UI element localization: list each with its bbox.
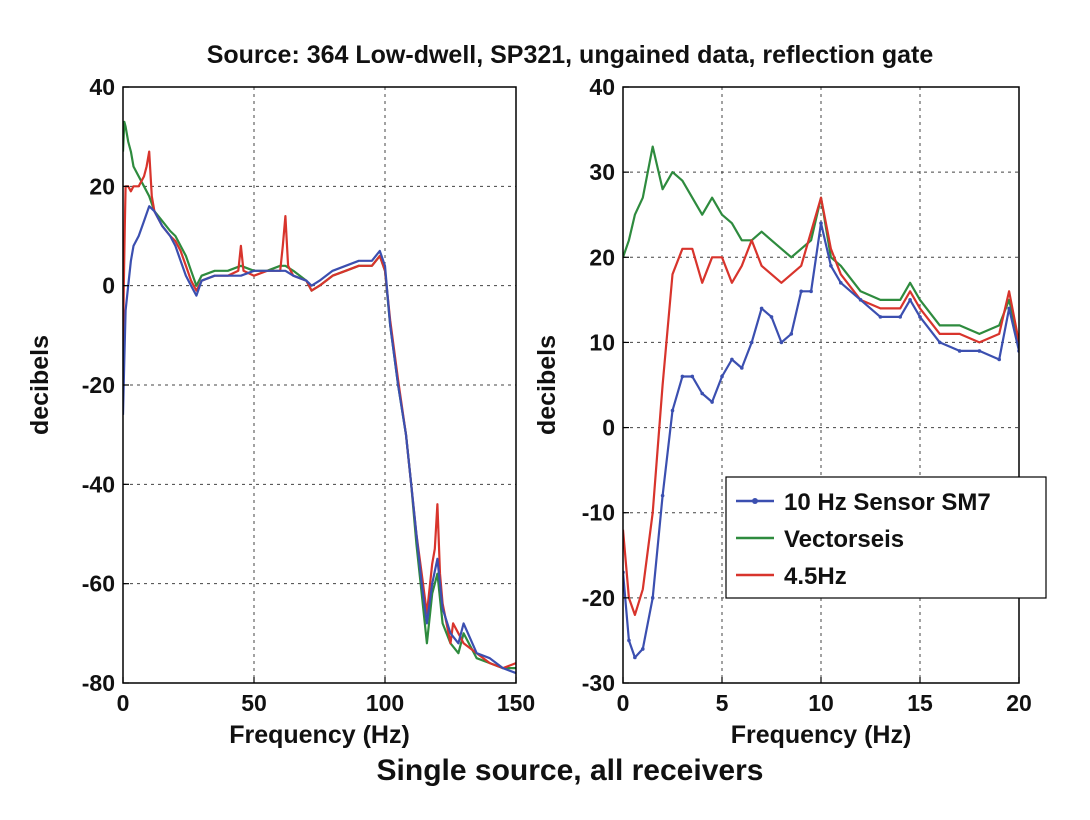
series-point-sensor [799,289,803,294]
series-point-sensor [759,306,764,311]
figure-caption: Single source, all receivers [377,754,764,787]
x-tick-label: 50 [241,690,267,716]
y-tick-label: 0 [602,415,615,441]
series-point-sensor [740,366,744,370]
series-line-hz45 [623,196,1019,617]
y-tick-label: 40 [589,74,615,100]
series-point-sensor [1007,306,1011,311]
series-point-sensor [690,374,695,379]
figure-title: Source: 364 Low-dwell, SP321, ungained d… [207,41,934,69]
series-point-sensor [769,315,774,319]
y-tick-label: 20 [589,244,615,270]
series-line-hz45 [123,150,516,670]
series-point-sensor [749,340,754,345]
series-point-sensor [627,638,631,643]
y-tick-label: 10 [589,329,615,355]
y-tick-label: -10 [582,500,615,526]
y-tick-label: 40 [89,74,115,100]
series-point-sensor [829,264,833,268]
x-tick-label: 5 [716,690,729,716]
series-point-sensor [839,281,843,285]
series-point-sensor [680,374,685,379]
y-tick-label: 30 [589,159,615,185]
y-axis-label: decibels [533,335,561,435]
series-point-sensor [730,357,734,362]
y-tick-label: 0 [102,273,115,299]
right-spectrum-chart: 0 5 10 15 20 40 30 20 10 0 -10 -20 -30 Frequency (Hz)… [533,74,1047,749]
legend-label-sensor: 10 Hz Sensor SM7 [784,489,991,516]
y-tick-label: -20 [82,372,115,398]
legend-box [725,476,1047,599]
series-line-vectorseis [123,120,516,670]
series-point-sensor [858,298,863,302]
series-point-sensor [633,655,637,660]
x-tick-label: 0 [117,690,130,716]
y-tick-label: 20 [89,173,115,199]
series-point-sensor [938,340,942,345]
series-point-sensor [809,289,813,294]
series-line-sensor [123,205,516,675]
series-point-sensor [918,315,922,319]
series-point-sensor [789,332,794,336]
left-spectrum-chart: 0 50 100 150 40 20 0 -20 -40 -60 -80 Frequency (Hz)… [26,74,535,749]
x-axis-label: Frequency (Hz) [731,721,912,749]
legend: 10 Hz Sensor SM7 Vectorseis 4.5Hz [725,476,1047,599]
legend-label-hz45: 4.5Hz [784,563,847,590]
x-axis-label: Frequency (Hz) [229,721,410,749]
series-point-sensor [700,391,704,396]
x-tick-label: 20 [1006,690,1032,716]
series-point-sensor [898,315,902,319]
x-tick-label: 150 [497,690,535,716]
x-tick-label: 15 [907,690,933,716]
legend-marker-sensor [752,498,758,504]
series-point-sensor [819,221,823,226]
series-point-sensor [878,315,883,319]
y-tick-label: -20 [582,585,615,611]
y-tick-label: -80 [82,670,115,696]
x-tick-label: 100 [366,690,404,716]
y-tick-label: -60 [82,571,115,597]
series-point-sensor [710,400,714,404]
x-tick-label: 10 [808,690,834,716]
y-axis-label: decibels [26,335,54,435]
series-point-sensor [997,357,1001,362]
x-tick-label: 0 [617,690,630,716]
series-line-vectorseis [623,145,1019,343]
series-point-sensor [908,298,912,302]
series-point-sensor [977,349,982,353]
series-point-sensor [779,340,784,345]
series-point-sensor [670,408,675,413]
series-point-sensor [720,374,724,379]
y-tick-label: -30 [582,670,615,696]
series-point-sensor [650,596,655,600]
legend-label-vectorseis: Vectorseis [784,526,904,553]
series-point-sensor [660,493,665,498]
y-tick-label: -40 [82,471,115,497]
series-point-sensor [957,349,962,353]
series-point-sensor [641,647,645,651]
